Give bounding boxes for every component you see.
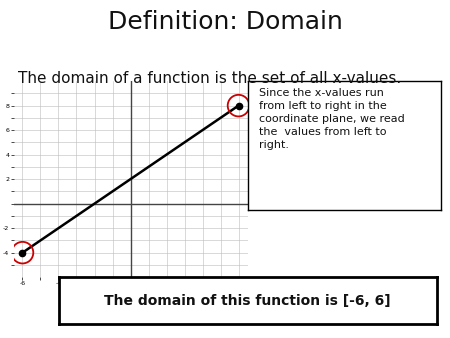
Text: Since the x-values run
from left to right in the
coordinate plane, we read
the  : Since the x-values run from left to righ… — [259, 88, 405, 150]
Text: Definition: Domain: Definition: Domain — [108, 10, 342, 34]
Text: The domain of this function is [-6, 6]: The domain of this function is [-6, 6] — [104, 294, 391, 308]
Text: The domain of a function is the set of all x-values.: The domain of a function is the set of a… — [18, 71, 401, 86]
